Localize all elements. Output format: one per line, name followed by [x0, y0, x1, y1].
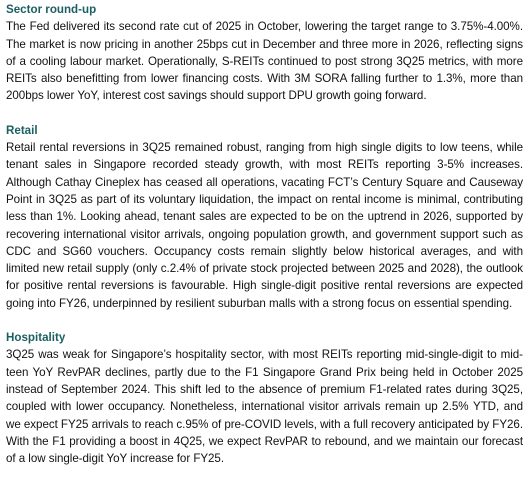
- section-heading: Retail: [6, 123, 38, 137]
- document: Sector round-up The Fed delivered its se…: [6, 1, 523, 467]
- section-body: The Fed delivered its second rate cut of…: [6, 20, 523, 103]
- section-heading: Sector round-up: [6, 3, 97, 16]
- section-body: 3Q25 was weak for Singapore’s hospitalit…: [6, 348, 523, 466]
- section-heading: Hospitality: [6, 331, 66, 345]
- section: Retail Retail rental reversions in 3Q25 …: [6, 122, 523, 312]
- section: Hospitality 3Q25 was weak for Singapore’…: [6, 329, 523, 467]
- section-body: Retail rental reversions in 3Q25 remaine…: [6, 141, 523, 310]
- section: Sector round-up The Fed delivered its se…: [6, 1, 523, 105]
